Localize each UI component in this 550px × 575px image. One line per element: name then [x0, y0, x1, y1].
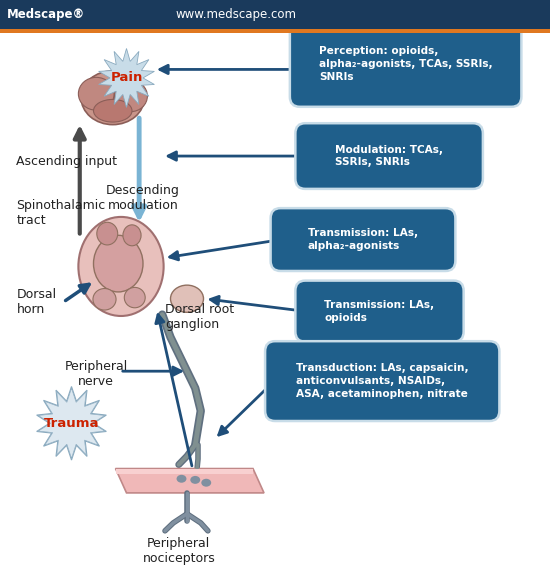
- Text: Dorsal
horn: Dorsal horn: [16, 288, 57, 316]
- Ellipse shape: [190, 476, 200, 484]
- Ellipse shape: [170, 285, 204, 312]
- Polygon shape: [39, 388, 104, 458]
- Text: www.medscape.com: www.medscape.com: [176, 7, 297, 21]
- Ellipse shape: [94, 235, 143, 292]
- Polygon shape: [116, 469, 264, 493]
- Ellipse shape: [201, 479, 211, 486]
- Ellipse shape: [81, 71, 144, 125]
- Text: Transmission: LAs,
opioids: Transmission: LAs, opioids: [324, 300, 435, 323]
- Text: Perception: opioids,
alpha₂-agonists, TCAs, SSRIs,
SNRIs: Perception: opioids, alpha₂-agonists, TC…: [319, 46, 492, 82]
- Text: Modulation: TCAs,
SSRIs, SNRIs: Modulation: TCAs, SSRIs, SNRIs: [335, 145, 443, 167]
- FancyBboxPatch shape: [265, 341, 499, 421]
- Text: Peripheral
nociceptors: Peripheral nociceptors: [142, 537, 215, 565]
- FancyBboxPatch shape: [295, 123, 483, 189]
- Text: Spinothalamic
tract: Spinothalamic tract: [16, 199, 106, 227]
- Ellipse shape: [78, 78, 114, 110]
- Text: Pain: Pain: [111, 71, 142, 85]
- Text: Transmission: LAs,
alpha₂-agonists: Transmission: LAs, alpha₂-agonists: [308, 228, 418, 251]
- Ellipse shape: [177, 475, 186, 483]
- FancyBboxPatch shape: [295, 281, 464, 342]
- Text: Descending
modulation: Descending modulation: [106, 185, 180, 212]
- Ellipse shape: [114, 81, 147, 112]
- Polygon shape: [116, 469, 253, 474]
- Ellipse shape: [97, 223, 118, 245]
- Text: Ascending input: Ascending input: [16, 155, 118, 168]
- FancyBboxPatch shape: [271, 208, 455, 271]
- Polygon shape: [37, 386, 106, 460]
- Polygon shape: [98, 48, 155, 108]
- Text: Trauma: Trauma: [44, 417, 99, 430]
- Text: Transduction: LAs, capsaicin,
anticonvulsants, NSAIDs,
ASA, acetaminophen, nitra: Transduction: LAs, capsaicin, anticonvul…: [296, 363, 469, 399]
- Text: Peripheral
nerve: Peripheral nerve: [65, 360, 128, 388]
- Text: Dorsal root
ganglion: Dorsal root ganglion: [165, 304, 234, 331]
- Ellipse shape: [94, 99, 132, 122]
- FancyBboxPatch shape: [0, 0, 550, 30]
- Ellipse shape: [93, 289, 116, 310]
- FancyBboxPatch shape: [290, 21, 521, 107]
- FancyBboxPatch shape: [0, 29, 550, 33]
- Ellipse shape: [78, 217, 164, 316]
- Ellipse shape: [123, 225, 141, 246]
- Ellipse shape: [124, 288, 145, 308]
- Text: Medscape®: Medscape®: [7, 7, 85, 21]
